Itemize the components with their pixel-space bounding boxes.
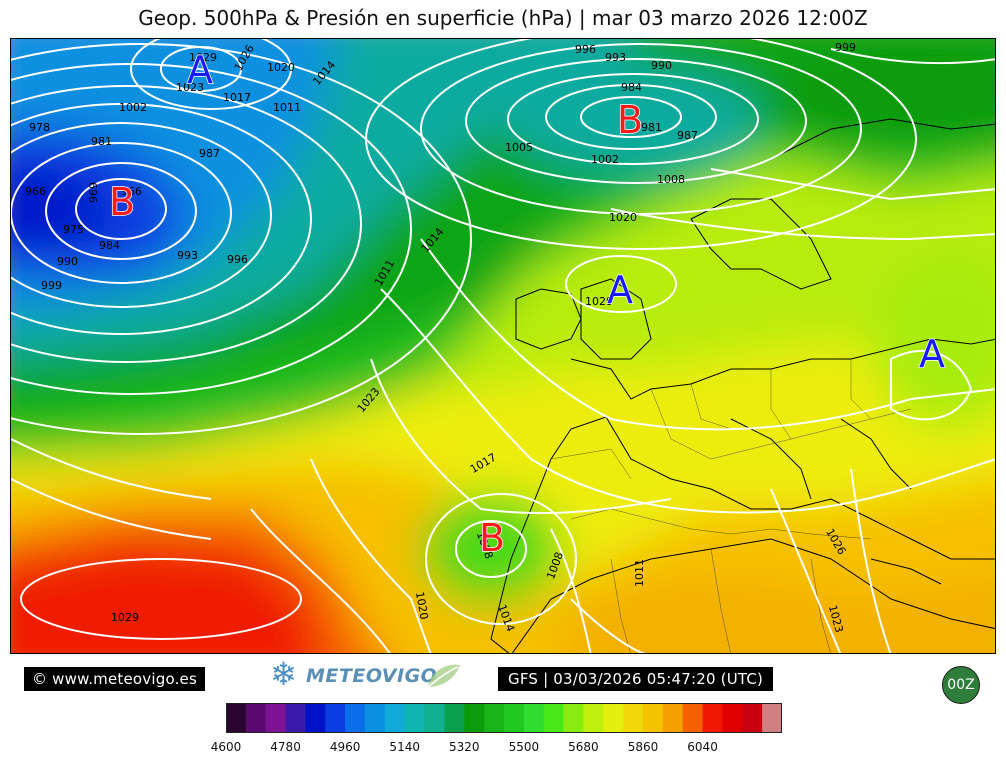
isobar-label: 984 <box>99 239 120 252</box>
colorbar-swatch <box>722 703 743 733</box>
colorbar-swatch <box>424 703 445 733</box>
colorbar-swatch <box>345 703 366 733</box>
isobar-label: 1029 <box>111 611 139 624</box>
colorbar-swatch <box>762 703 782 733</box>
colorbar-tick-label: 4600 <box>210 740 242 754</box>
colorbar-swatch <box>523 703 545 733</box>
isobar-label: 1023 <box>176 81 204 94</box>
isobar-label: 999 <box>835 41 856 54</box>
model-run-info: GFS | 03/03/2026 05:47:20 (UTC) <box>498 667 774 691</box>
colorbar-tick-label: 5680 <box>568 740 599 754</box>
isobar-label: 996 <box>227 253 248 266</box>
isobar-label: 993 <box>177 249 198 262</box>
colorbar <box>226 703 782 733</box>
colorbar-swatch <box>245 703 267 733</box>
colorbar-swatch <box>305 703 326 733</box>
isobar-label: 981 <box>91 135 112 148</box>
colorbar-swatch <box>583 703 604 733</box>
colorbar-tick-label: 5860 <box>627 740 659 754</box>
colorbar-swatch <box>444 703 465 733</box>
isobar-label: 981 <box>641 121 662 134</box>
map-title: Geop. 500hPa & Presión en superficie (hP… <box>138 6 868 30</box>
isobar-label: 1002 <box>119 101 147 114</box>
colorbar-swatch <box>464 703 485 733</box>
isobar-label: 1011 <box>633 559 646 587</box>
isobar-label: 966 <box>25 185 46 198</box>
forecast-map: 1029 1026 1023 1020 1014 1017 1011 1002 … <box>10 38 996 654</box>
isobar-label: 975 <box>63 223 84 236</box>
colorbar-swatch <box>285 703 306 733</box>
high-pressure-center: A <box>919 332 945 376</box>
isobar-label: 993 <box>605 51 626 64</box>
colorbar-swatch <box>603 703 624 733</box>
colorbar-swatch <box>484 703 505 733</box>
colorbar-tick-label: 4780 <box>270 740 301 754</box>
isobar-label: 1029 <box>189 51 217 64</box>
isobar-label: 1020 <box>413 591 431 621</box>
colorbar-swatch <box>543 703 565 733</box>
isobar-label: 987 <box>199 147 220 160</box>
colorbar-tick-label: 4960 <box>329 740 361 754</box>
logo-text: METEOVIGO <box>306 665 438 687</box>
isobar-label: 1002 <box>591 153 619 166</box>
geopotential-field <box>11 39 995 653</box>
colorbar-tick-label: 5320 <box>449 740 480 754</box>
run-cycle-badge: 00Z <box>942 666 980 704</box>
colorbar-labels: 4600 4780 4960 5140 5320 5500 5680 5860 6040 <box>206 740 806 756</box>
colorbar-swatch <box>742 703 763 733</box>
leaf-icon <box>427 664 460 688</box>
colorbar-swatch <box>643 703 664 733</box>
colorbar-swatch <box>404 703 426 733</box>
meteovigo-logo: ❄ METEOVIGO <box>268 655 468 695</box>
isobar-label: 1008 <box>657 173 685 186</box>
map-canvas: 1029 1026 1023 1020 1014 1017 1011 1002 … <box>11 39 995 653</box>
high-pressure-center: A <box>607 268 633 312</box>
isobar-label: 1020 <box>267 61 295 74</box>
colorbar-tick-label: 5140 <box>389 740 420 754</box>
isobar-label: 966 <box>121 185 142 198</box>
colorbar-swatch <box>226 703 247 733</box>
colorbar-swatch <box>365 703 386 733</box>
colorbar-tick-label: 5500 <box>508 740 540 754</box>
isobar-label: 1029 <box>585 295 613 308</box>
isobar-label: 978 <box>29 121 50 134</box>
isobar-label: 969 <box>87 182 100 203</box>
pressure-centers: A B B A A B <box>108 47 946 561</box>
snowflake-icon: ❄ <box>270 655 297 693</box>
isobar-label: 999 <box>41 279 62 292</box>
colorbar-swatch <box>325 703 346 733</box>
isobar-label: 1005 <box>505 141 533 154</box>
colorbar-swatch <box>682 703 704 733</box>
isobar-label: 990 <box>651 59 672 72</box>
low-pressure-center: B <box>479 516 505 560</box>
colorbar-swatch <box>662 703 684 733</box>
isobar-label: 1011 <box>273 101 301 114</box>
isobars <box>11 39 995 653</box>
isobar-label: 990 <box>57 255 78 268</box>
isobar-label: 984 <box>621 81 642 94</box>
colorbar-swatch <box>563 703 584 733</box>
colorbar-tick-label: 6040 <box>687 740 718 754</box>
low-pressure-center: B <box>617 98 643 142</box>
high-pressure-center: A <box>187 48 213 92</box>
colorbar-swatch <box>702 703 723 733</box>
copyright-label: © www.meteovigo.es <box>24 667 205 691</box>
isobar-label: 1017 <box>223 91 251 104</box>
colorbar-swatch <box>623 703 644 733</box>
isobar-label: 987 <box>677 129 698 142</box>
isobar-label: 996 <box>575 43 596 56</box>
colorbar-swatch <box>265 703 287 733</box>
isobar-label: 1020 <box>609 211 637 224</box>
colorbar-border <box>226 703 782 733</box>
colorbar-swatch <box>384 703 406 733</box>
colorbar-swatch <box>504 703 525 733</box>
low-pressure-center: B <box>109 180 135 224</box>
